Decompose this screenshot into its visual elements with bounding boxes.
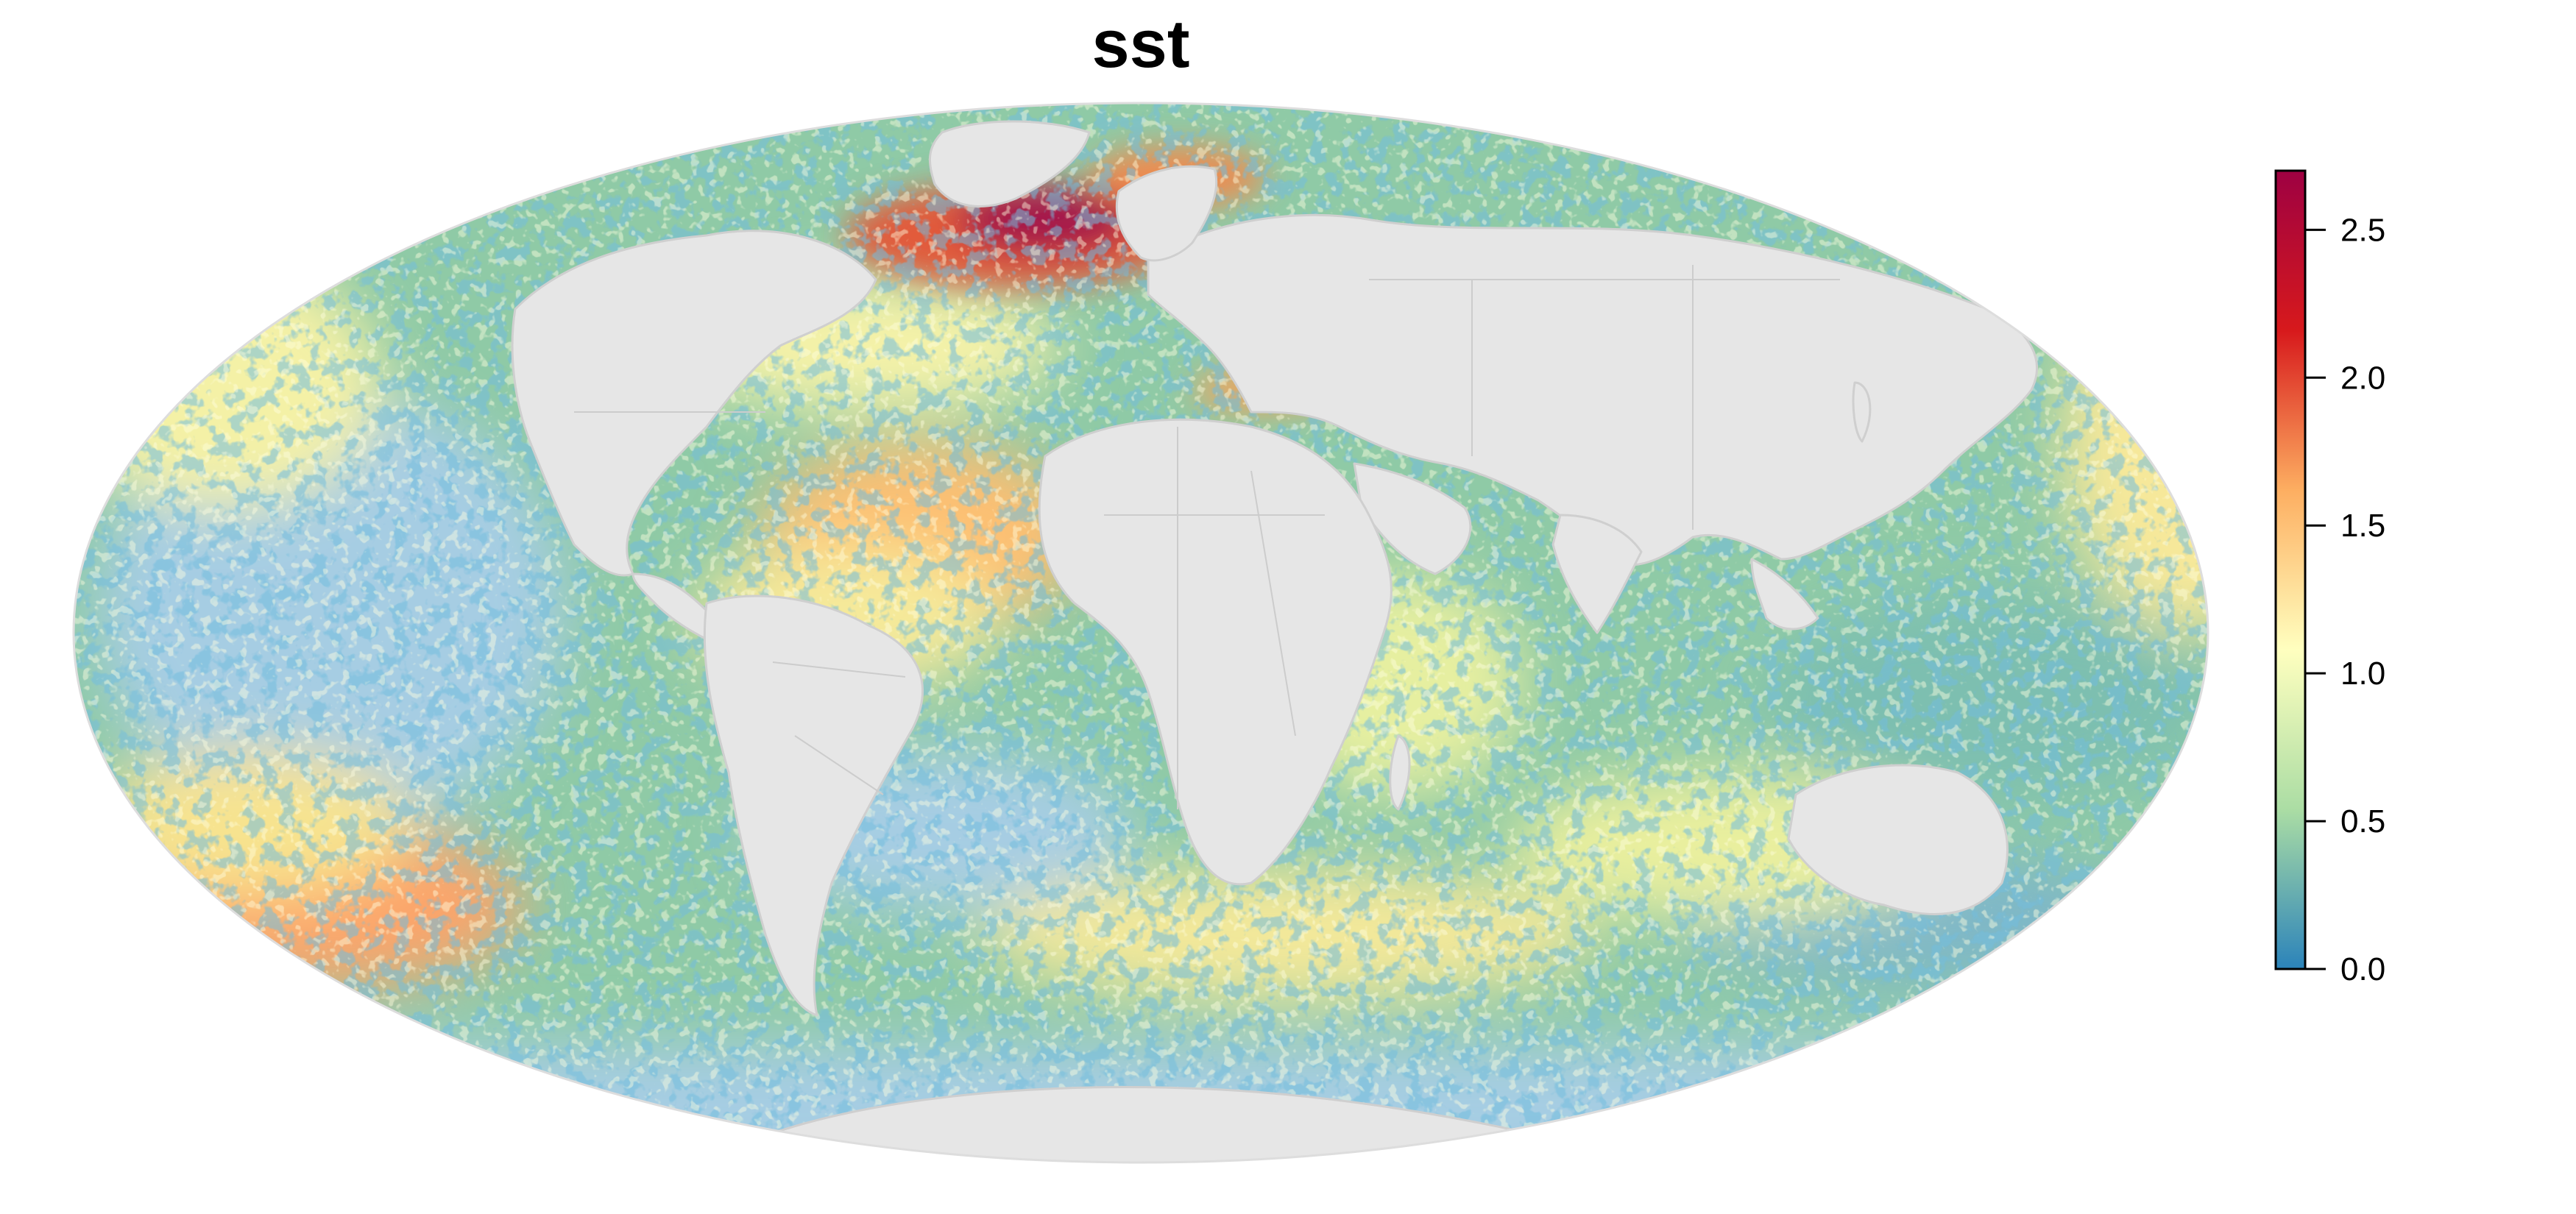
south-america [703, 594, 924, 1017]
scandinavia [1115, 165, 1218, 262]
legend-tick-label: 0.0 [2340, 951, 2385, 987]
india [1551, 514, 1643, 634]
southeast-asia [1750, 558, 1819, 631]
australia [1787, 764, 2009, 915]
legend-tick-label: 2.5 [2340, 212, 2385, 248]
greenland [928, 120, 1091, 207]
madagascar [1389, 734, 1411, 811]
legend-tick-label: 1.5 [2340, 508, 2385, 544]
color-legend: 0.0 0.5 1.0 1.5 2.0 2.5 [2274, 169, 2385, 987]
japan [1852, 381, 1872, 443]
land [511, 120, 2038, 1162]
map-title: sst [1091, 7, 1190, 82]
legend-bar [2274, 169, 2307, 970]
legend-tick-label: 1.0 [2340, 656, 2385, 692]
arabia [1353, 462, 1472, 575]
africa [1038, 418, 1393, 886]
legend-tick-label: 2.0 [2340, 360, 2385, 396]
legend-tick-label: 0.5 [2340, 803, 2385, 839]
eurasia [1147, 213, 2038, 567]
north-america [511, 230, 877, 577]
country-borders [574, 265, 1840, 809]
globe-outline [72, 102, 2209, 1164]
legend-ticks: 0.0 0.5 1.0 1.5 2.0 2.5 [2305, 212, 2385, 987]
